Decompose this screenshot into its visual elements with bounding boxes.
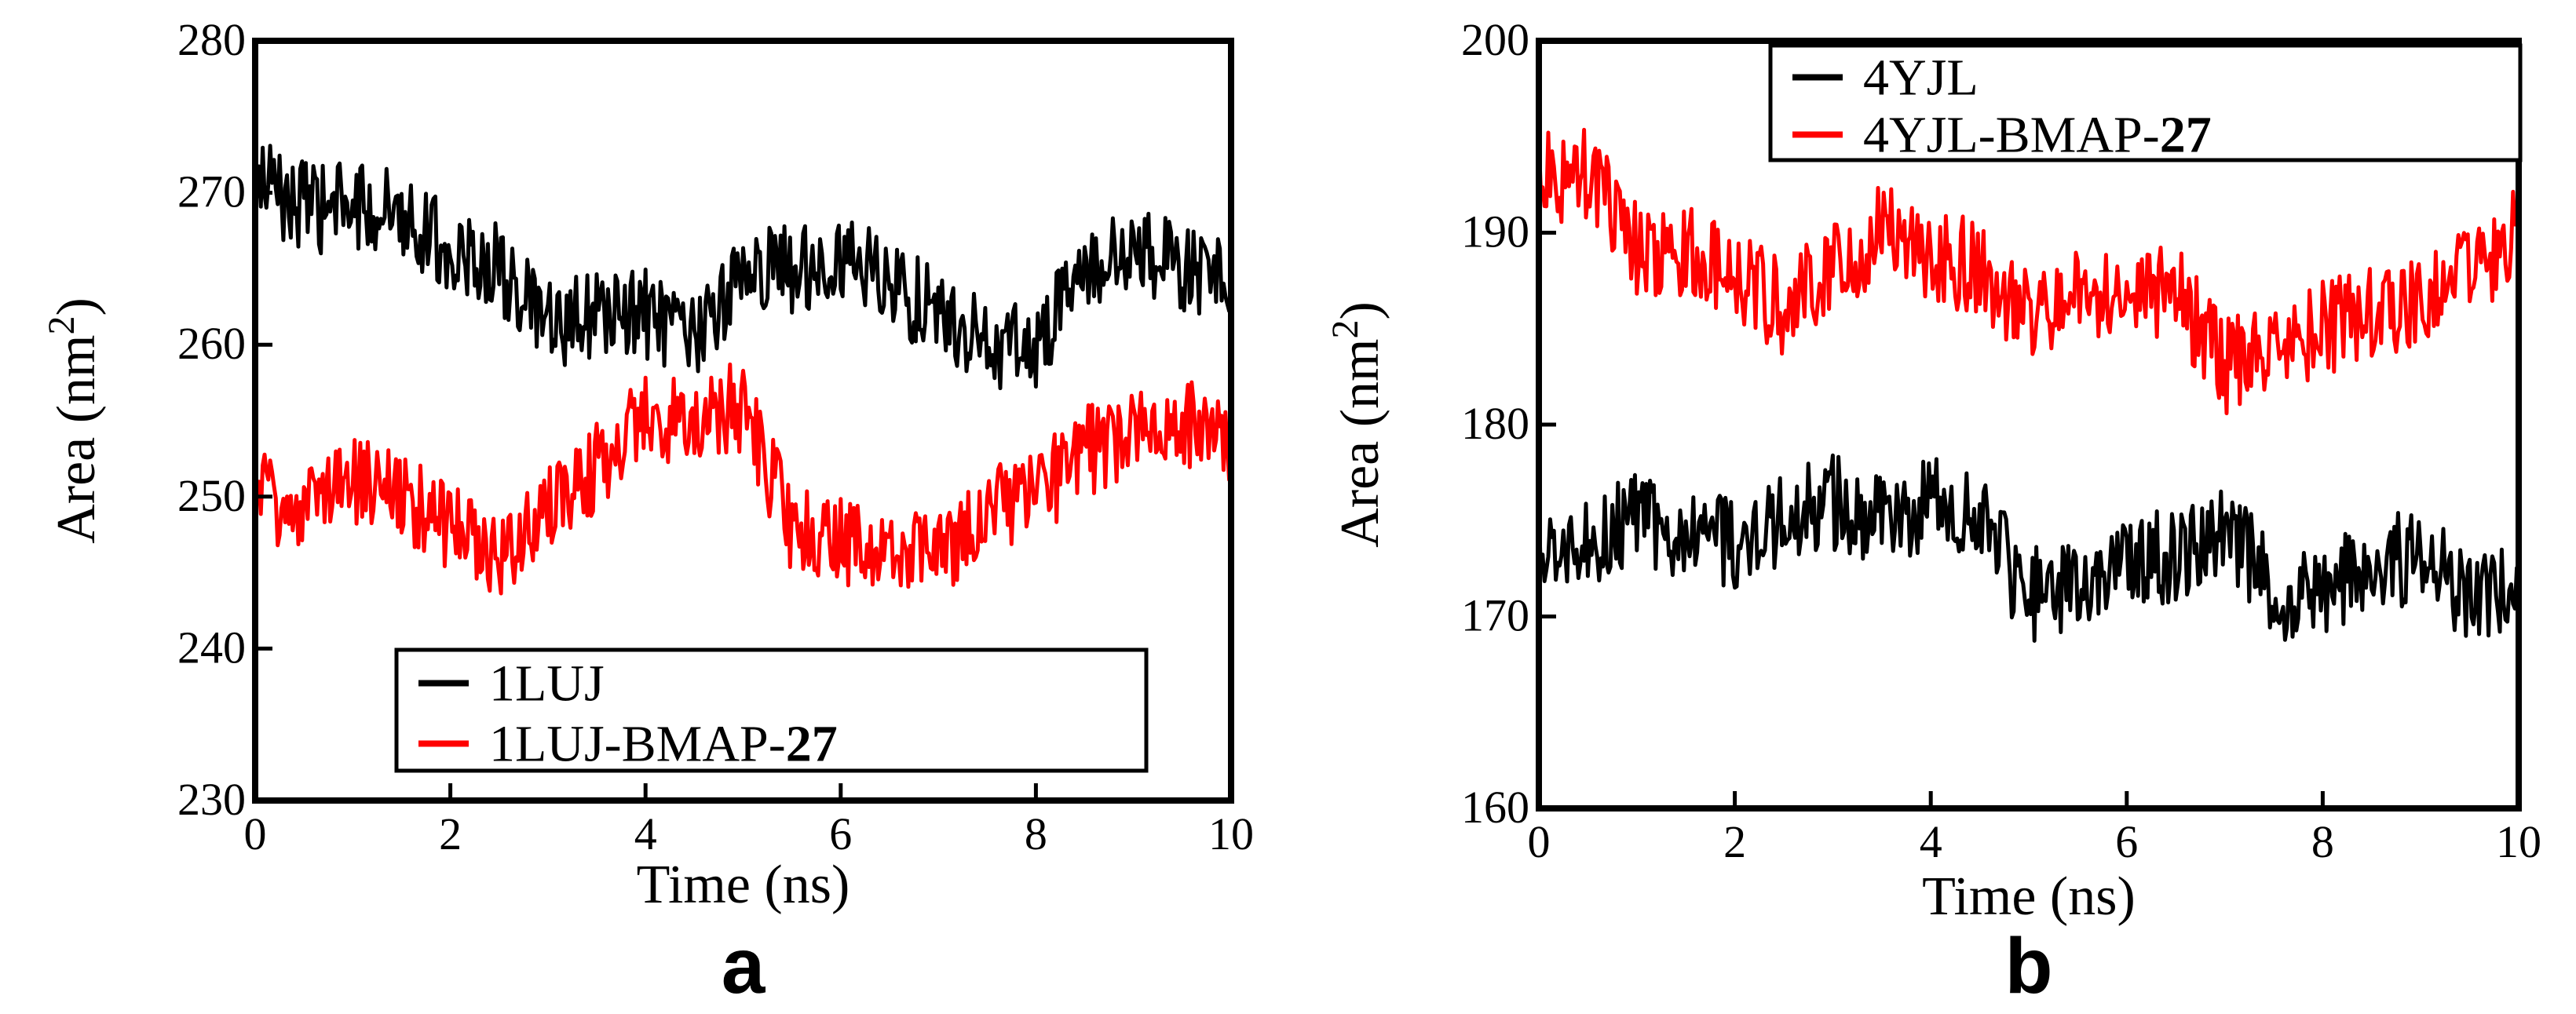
panel-b-ticks: 0 2 4 6 8 10 160 170 180 190 200 <box>1461 14 2541 867</box>
panel-a-legend-label-1luj: 1LUJ <box>489 655 605 713</box>
panel-a-chart: 0 2 4 6 8 10 230 240 250 260 270 280 Time (ns) Area… <box>41 14 1255 1010</box>
y-tick-label: 280 <box>177 14 246 65</box>
y-tick-label: 180 <box>1461 398 1529 449</box>
panel-a-ticks: 0 2 4 6 8 10 230 240 250 260 270 280 <box>177 14 1254 859</box>
panel-b-y-axis-title: Area (nm2) <box>1325 301 1391 548</box>
panel-a-letter: a <box>722 922 766 1010</box>
panel-b-x-axis-title: Time (ns) <box>1922 866 2136 927</box>
x-tick-label: 0 <box>1528 816 1551 867</box>
x-tick-label: 6 <box>829 808 852 859</box>
x-tick-label: 2 <box>439 808 462 859</box>
panel-a-plot-frame <box>252 38 1234 804</box>
series-line-4yjl <box>1536 453 2521 643</box>
x-tick-label: 8 <box>2311 816 2334 867</box>
panel-b-chart: 0 2 4 6 8 10 160 170 180 190 200 Time (ns) Area (n… <box>1325 14 2542 1010</box>
x-tick-label: 10 <box>2496 816 2541 867</box>
panel-b-legend-box <box>1768 43 2523 162</box>
panel-a-series-lines <box>253 144 1233 596</box>
x-tick-label: 10 <box>1208 808 1254 859</box>
x-tick-label: 4 <box>1920 816 1942 867</box>
panel-a-x-axis-title: Time (ns) <box>637 855 850 915</box>
panel-b-series-lines <box>1536 127 2521 643</box>
y-tick-label: 250 <box>177 470 246 521</box>
panel-b-legend: 4YJL 4YJL-BMAP-27 <box>1768 43 2523 164</box>
x-tick-label: 4 <box>634 808 657 859</box>
series-line-4yjl-bmap27 <box>1536 127 2521 416</box>
y-tick-label: 270 <box>177 166 246 217</box>
panel-b-legend-label-4yjl-bmap-27: 4YJL-BMAP-27 <box>1863 107 2212 164</box>
y-tick-label: 230 <box>177 774 246 825</box>
panel-b-legend-label-4yjl: 4YJL <box>1863 49 1979 107</box>
x-tick-label: 0 <box>244 808 267 859</box>
x-tick-label: 6 <box>2115 816 2138 867</box>
x-tick-label: 2 <box>1723 816 1746 867</box>
panel-a-legend-box <box>394 647 1149 773</box>
panel-a-y-axis-title: Area (nm2) <box>41 297 108 544</box>
y-tick-label: 240 <box>177 622 246 673</box>
y-tick-label: 260 <box>177 318 246 369</box>
x-tick-label: 8 <box>1025 808 1047 859</box>
series-line-1luj <box>253 144 1233 391</box>
y-tick-label: 160 <box>1461 782 1529 833</box>
panel-a-legend: 1LUJ 1LUJ-BMAP-27 <box>394 647 1149 773</box>
y-tick-label: 170 <box>1461 590 1529 641</box>
series-line-1luj-bmap27 <box>253 362 1233 596</box>
panel-a-legend-label-1luj-bmap-27: 1LUJ-BMAP-27 <box>489 716 838 773</box>
y-tick-label: 190 <box>1461 206 1529 257</box>
y-tick-label: 200 <box>1461 14 1529 65</box>
panel-b-letter: b <box>2004 922 2052 1010</box>
